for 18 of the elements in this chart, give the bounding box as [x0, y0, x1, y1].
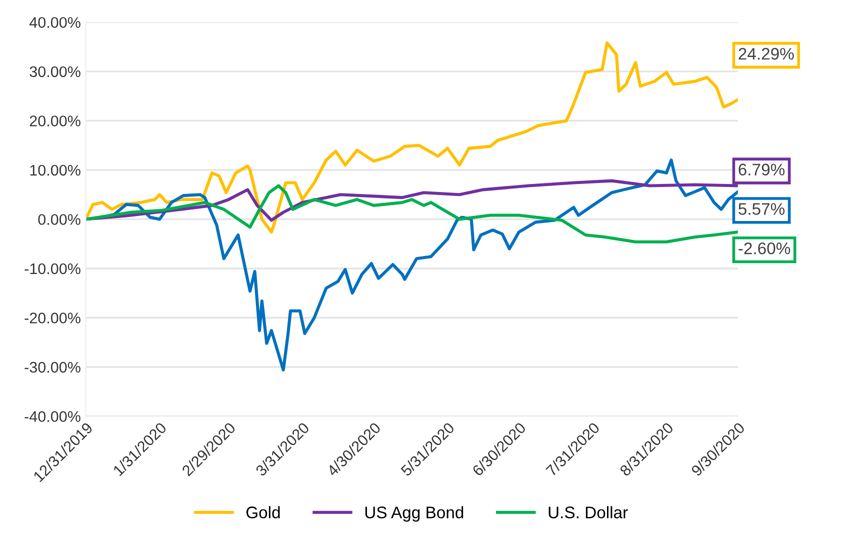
annotation: 24.29%: [738, 48, 794, 60]
y-tick-label: 20.00%: [30, 116, 80, 126]
y-tick-label: 40.00%: [29, 17, 80, 28]
y-tick-label: 0.00%: [38, 214, 80, 225]
line-series: [86, 41, 738, 234]
annotation: 5.57%: [738, 203, 785, 215]
y-tick-label: 30.00%: [30, 66, 80, 78]
legend-label: Gold: [246, 506, 280, 518]
annotation: 6.79%: [738, 164, 785, 176]
annotation: -2.60%: [738, 242, 790, 254]
y-tick-label: -20.00%: [24, 312, 80, 324]
y-tick-label: -30.00%: [24, 362, 80, 373]
line-series: [86, 184, 738, 244]
y-tick-label: -40.00%: [24, 411, 80, 422]
legend-label: U.S. Dollar: [548, 506, 628, 518]
y-tick-label: -10.00%: [24, 263, 80, 274]
legend-label: US Agg Bond: [365, 506, 464, 522]
y-tick-label: 10.00%: [30, 164, 80, 176]
